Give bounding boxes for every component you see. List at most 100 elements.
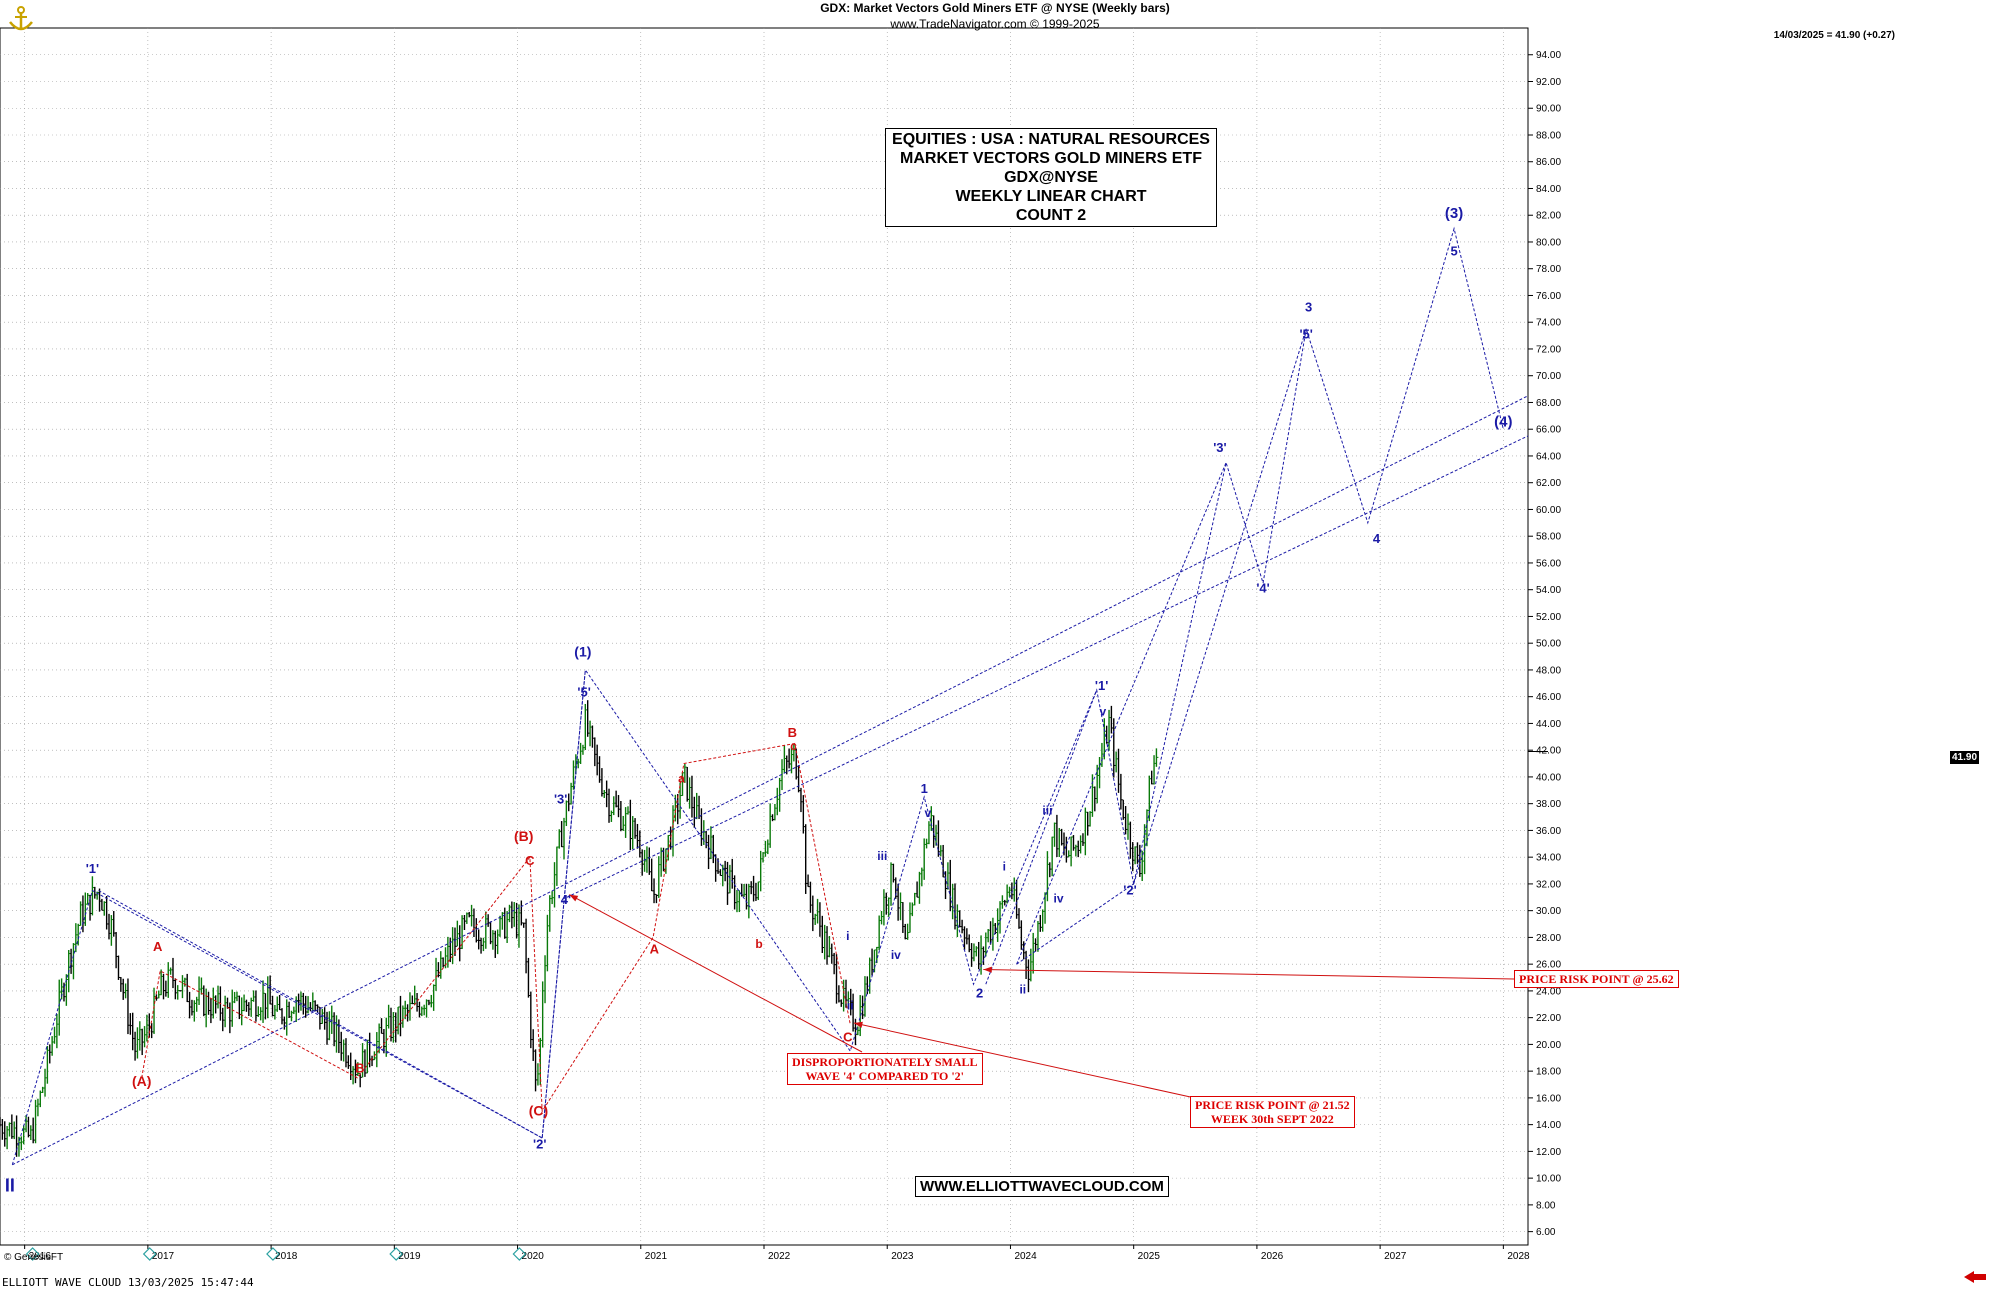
diamond-marker-icon [389, 1247, 404, 1261]
chart-header-title: GDX: Market Vectors Gold Miners ETF @ NY… [820, 1, 1170, 15]
x-tick-label: 2024 [1014, 1251, 1037, 1262]
chart-header-source: www.TradeNavigator.com © 1999-2025 [890, 17, 1100, 31]
y-tick-label: 56.00 [1536, 558, 1561, 569]
y-tick-label: 60.00 [1536, 505, 1561, 516]
callout-arrow [983, 969, 1515, 980]
wave-label: C [843, 1030, 853, 1045]
arrow-head [983, 966, 992, 973]
wave-label: v [1100, 704, 1107, 718]
wave-label: iii [877, 849, 887, 863]
y-tick-label: 28.00 [1536, 933, 1561, 944]
y-tick-label: 24.00 [1536, 986, 1561, 997]
title-line: COUNT 2 [1015, 207, 1087, 224]
x-tick-label: 2027 [1384, 1251, 1407, 1262]
x-tick-label: 2022 [768, 1251, 791, 1262]
wave-label: 1 [921, 781, 928, 796]
y-tick-label: 90.00 [1536, 104, 1561, 115]
website-label[interactable]: WWW.ELLIOTTWAVECLOUD.COM [915, 1176, 1169, 1197]
wave-path-line [11, 226, 1504, 1165]
wave-label: v [925, 806, 932, 820]
x-axis: 2016 2017 2018 2019 2020 2021 2022 2023 2024 2025… [0, 1244, 1530, 1262]
wave-label: '5' [577, 685, 590, 700]
wave-label: (C) [529, 1102, 548, 1118]
y-tick-label: 88.00 [1536, 130, 1561, 141]
callout-price-risk-2562: PRICE RISK POINT @ 25.62 [1514, 970, 1679, 988]
wave-label: ii [847, 999, 854, 1013]
anchor-logo-icon [9, 6, 33, 31]
wave-label: '2' [533, 1137, 546, 1152]
wave-label: '5' [1299, 326, 1312, 341]
y-tick-label: 6.00 [1536, 1227, 1556, 1238]
y-tick-label: 54.00 [1536, 585, 1561, 596]
wave-label: b [755, 937, 762, 951]
x-tick-label: 2020 [522, 1251, 545, 1262]
chart-grid [0, 27, 1529, 1246]
wave-label: '2' [1123, 883, 1136, 898]
x-tick-label: 2018 [275, 1251, 298, 1262]
x-tick-label: 2023 [891, 1251, 914, 1262]
callout-line: PRICE RISK POINT @ 21.52 [1195, 1098, 1350, 1112]
y-tick-label: 84.00 [1536, 184, 1561, 195]
y-tick-label: 40.00 [1536, 772, 1561, 783]
y-tick-label: 78.00 [1536, 264, 1561, 275]
wave-label: (4) [1494, 414, 1512, 431]
callout-line: WEEK 30th SEPT 2022 [1210, 1112, 1334, 1126]
y-tick-label: 50.00 [1536, 639, 1561, 650]
callout-price-risk-2152: PRICE RISK POINT @ 21.52 WEEK 30th SEPT … [1190, 1096, 1355, 1128]
y-tick-label: 82.00 [1536, 211, 1561, 222]
y-tick-label: 16.00 [1536, 1093, 1561, 1104]
arrow-head [569, 894, 579, 902]
wave-path-line [1016, 883, 1134, 965]
callout-line: DISPROPORTIONATELY SMALL [792, 1055, 978, 1069]
y-tick-label: 42.00 [1536, 746, 1561, 757]
wave-label: C [525, 853, 535, 868]
wave-label: iv [891, 948, 901, 962]
y-tick-label: 86.00 [1536, 157, 1561, 168]
y-tick-label: 92.00 [1536, 77, 1561, 88]
wave-path-line [985, 689, 1098, 985]
y-tick-label: 38.00 [1536, 799, 1561, 810]
y-tick-label: 76.00 [1536, 291, 1561, 302]
wave-label: A [650, 941, 660, 956]
wave-path-line [566, 435, 1529, 898]
diamond-marker-icon [266, 1247, 280, 1261]
data-source-label: © GenesisFT [4, 1252, 64, 1263]
y-tick-label: 12.00 [1536, 1147, 1561, 1158]
title-line: GDX@NYSE [1004, 169, 1098, 186]
y-tick-label: 66.00 [1536, 425, 1561, 436]
wave-path-line [12, 395, 1529, 1166]
scroll-right-arrow-icon[interactable] [1962, 1270, 1988, 1284]
callout-line: PRICE RISK POINT @ 25.62 [1519, 972, 1674, 986]
wave-label: B [355, 1060, 364, 1075]
x-tick-label: 2025 [1138, 1251, 1161, 1262]
wave-label: iv [1054, 892, 1064, 906]
y-tick-label: 80.00 [1536, 237, 1561, 248]
title-line: MARKET VECTORS GOLD MINERS ETF [900, 150, 1202, 167]
wave-label: A [153, 939, 163, 954]
diamond-marker-icon [142, 1247, 157, 1261]
wave-label: (3) [1445, 205, 1463, 222]
y-tick-label: 36.00 [1536, 826, 1561, 837]
y-tick-label: 46.00 [1536, 692, 1561, 703]
x-tick-label: 2028 [1507, 1251, 1530, 1262]
y-tick-label: 64.00 [1536, 451, 1561, 462]
wave-label: 4 [1373, 531, 1381, 546]
title-line: EQUITIES : USA : NATURAL RESOURCES [892, 131, 1210, 148]
wave-paths [11, 226, 1529, 1166]
diamond-marker-icon [25, 1247, 40, 1261]
y-tick-label: 22.00 [1536, 1013, 1561, 1024]
wave-label: '1' [1095, 678, 1108, 693]
wave-label: c [790, 739, 797, 753]
wave-label: II [5, 1176, 15, 1196]
price-bars [0, 700, 1548, 1157]
last-price-tag: 41.90 [1950, 751, 1980, 764]
y-tick-label: 68.00 [1536, 398, 1561, 409]
title-line: WEEKLY LINEAR CHART [955, 188, 1147, 205]
chart-title-box: EQUITIES : USA : NATURAL RESOURCES MARKE… [885, 128, 1217, 227]
wave-label: (A) [132, 1073, 151, 1089]
y-tick-label: 94.00 [1536, 50, 1561, 61]
y-tick-label: 70.00 [1536, 371, 1561, 382]
wave-label: 3 [1305, 300, 1312, 315]
y-tick-label: 26.00 [1536, 960, 1561, 971]
diamond-marker-icon [512, 1247, 527, 1261]
